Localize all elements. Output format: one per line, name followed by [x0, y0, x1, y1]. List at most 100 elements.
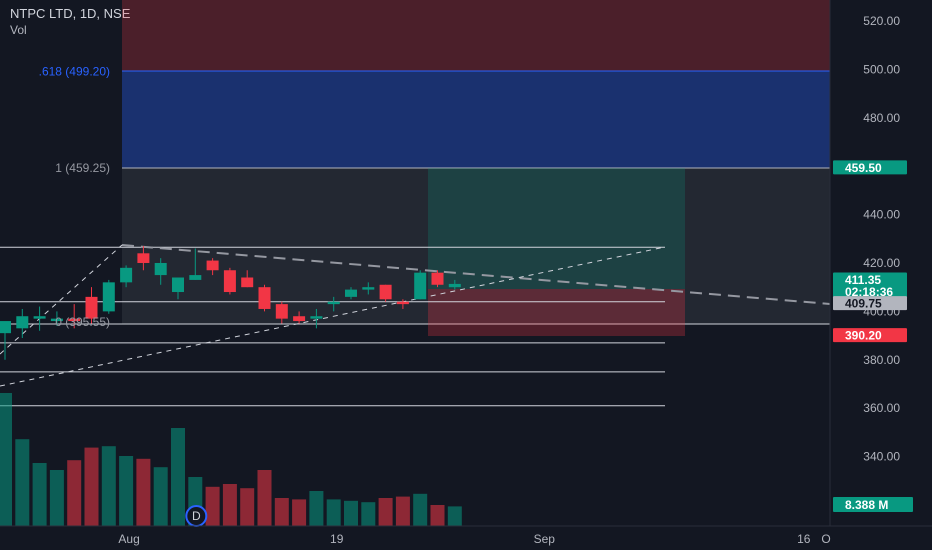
volume-label[interactable]: Vol: [10, 23, 27, 37]
volume-bar: [413, 493, 428, 526]
candle-body[interactable]: [85, 296, 98, 319]
dividend-marker[interactable]: D: [185, 505, 208, 527]
volume-bars: [0, 393, 462, 526]
candle-body[interactable]: [154, 262, 167, 276]
symbol-title[interactable]: NTPC LTD, 1D, NSE: [10, 6, 131, 21]
fib-label: 1 (459.25): [55, 161, 110, 175]
price-tag-bg: [833, 284, 907, 299]
candle-body[interactable]: [379, 284, 392, 300]
volume-bar: [240, 488, 255, 526]
price-tick-label: 520.00: [863, 14, 900, 28]
price-tick-label: 480.00: [863, 111, 900, 125]
candle-body[interactable]: [223, 270, 236, 293]
price-tick-label: 340.00: [863, 450, 900, 464]
dividend-marker-label: D: [192, 509, 201, 523]
volume-bar: [32, 463, 47, 526]
fib-label: .618 (499.20): [39, 64, 110, 78]
candle-body[interactable]: [16, 316, 29, 329]
candle-body[interactable]: [310, 316, 323, 319]
candle-body[interactable]: [414, 272, 427, 300]
volume-bar: [395, 496, 410, 526]
price-tag-label: 411.35: [845, 273, 881, 287]
candle-body[interactable]: [50, 318, 63, 322]
horizontal-levels: [0, 246, 665, 407]
volume-tag: 8.388 M: [833, 497, 913, 512]
candle-body[interactable]: [345, 289, 357, 297]
price-tag-label: 459.50: [845, 161, 882, 175]
price-tag-bg: [833, 160, 907, 175]
candle-body[interactable]: [431, 272, 444, 285]
price-tick-label: 380.00: [863, 353, 900, 367]
volume-bar: [49, 470, 64, 526]
volume-bar: [309, 491, 324, 526]
candle-body[interactable]: [68, 318, 81, 322]
candle-body[interactable]: [241, 277, 254, 288]
candle-body[interactable]: [258, 287, 271, 309]
time-tick-label: O: [821, 532, 830, 546]
volume-bar: [153, 467, 168, 526]
time-tick-label: Aug: [118, 532, 139, 546]
position-target-zone[interactable]: [428, 168, 685, 289]
candle-body[interactable]: [206, 260, 219, 271]
volume-bar: [119, 456, 134, 526]
candle-body[interactable]: [137, 253, 150, 263]
price-tag-bg: [833, 328, 907, 343]
volume-bar: [447, 506, 462, 526]
price-tick-label: 440.00: [863, 208, 900, 222]
volume-bar: [101, 446, 116, 526]
candle-body[interactable]: [120, 267, 133, 283]
time-tick-label: Sep: [534, 532, 556, 546]
candle-body[interactable]: [396, 301, 409, 305]
fib-zone-top: [122, 0, 830, 71]
price-tag-label: 02:18:36: [845, 285, 893, 299]
candle-body[interactable]: [189, 275, 202, 280]
volume-bar: [222, 484, 237, 526]
candle-body[interactable]: [33, 316, 46, 319]
volume-bar: [292, 499, 307, 526]
chart-legend: NTPC LTD, 1D, NSE Vol: [10, 6, 130, 38]
fib-zone-blue: [122, 71, 830, 168]
candle-body[interactable]: [362, 287, 375, 290]
price-tag-label: 409.75: [845, 297, 882, 311]
trendline-support[interactable]: [0, 246, 666, 387]
candles: [0, 246, 461, 360]
candle-body[interactable]: [448, 283, 461, 288]
candle-body[interactable]: [293, 316, 306, 322]
volume-bar: [378, 498, 393, 526]
volume-bar: [67, 460, 82, 526]
price-tag-bg: [833, 296, 907, 311]
time-tick-label: 19: [330, 532, 344, 546]
candle-body[interactable]: [172, 277, 184, 293]
candle-body[interactable]: [0, 321, 11, 334]
fib-zone-gray: [122, 168, 830, 324]
price-tick-label: 360.00: [863, 401, 900, 415]
fib-labels: .618 (499.20) 1 (459.25) 0 (395.55): [39, 64, 110, 329]
volume-tag-bg: [833, 497, 913, 512]
candle-body[interactable]: [327, 301, 340, 305]
volume-bar: [430, 505, 445, 526]
candle-body[interactable]: [102, 282, 115, 312]
volume-bar: [171, 428, 185, 526]
volume-bar: [205, 486, 220, 526]
price-tick-label: 500.00: [863, 62, 900, 76]
volume-bar: [274, 498, 289, 526]
volume-bar: [257, 470, 272, 526]
price-tag-bg: [833, 272, 907, 287]
candle-body[interactable]: [275, 304, 288, 319]
time-tick-label: 16: [797, 532, 811, 546]
volume-bar: [136, 458, 151, 526]
volume-bar: [326, 499, 341, 526]
trendline-channel[interactable]: [0, 244, 123, 355]
time-axis-labels: Aug 19 Sep 16 O: [118, 532, 830, 546]
volume-bar: [15, 439, 30, 526]
price-tick-label: 420.00: [863, 256, 900, 270]
volume-bar: [84, 447, 99, 526]
position-stop-zone[interactable]: [428, 289, 685, 336]
trendline-resistance[interactable]: [121, 244, 831, 305]
price-tag-label: 390.20: [845, 329, 882, 343]
fib-label: 0 (395.55): [55, 315, 110, 329]
price-axis[interactable]: [830, 0, 932, 526]
volume-bar: [344, 500, 358, 526]
